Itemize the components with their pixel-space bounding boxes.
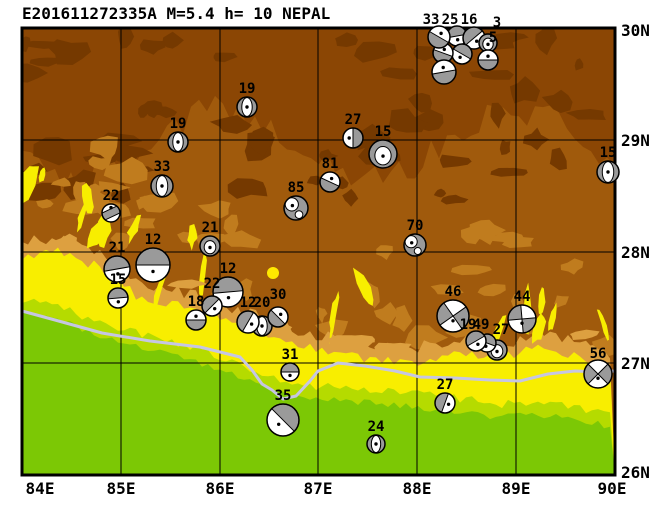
y-tick-label: 30N — [621, 21, 650, 40]
beachball-label: 30 — [270, 287, 287, 303]
beachball-label: 20 — [254, 295, 271, 311]
x-tick-label: 86E — [206, 479, 235, 498]
epicenter-dot — [267, 267, 279, 279]
focal-mechanism — [436, 299, 470, 333]
beachball-label: 70 — [407, 218, 424, 234]
beachball-label: 85 — [288, 180, 305, 196]
beachball-label: 5 — [489, 30, 497, 46]
beachball-label: 15 — [110, 272, 127, 288]
beachball-label: 25 — [442, 12, 459, 28]
map-frame — [20, 26, 617, 477]
beachball-label: 12 — [220, 261, 237, 277]
focal-mechanism — [280, 362, 300, 382]
terrain — [22, 28, 615, 475]
beachball-label: 19 — [170, 116, 187, 132]
beachball-label: 35 — [275, 388, 292, 404]
focal-mechanism — [266, 403, 300, 437]
focal-mechanism — [150, 174, 174, 198]
focal-mechanism — [477, 49, 499, 71]
focal-mechanism — [319, 171, 341, 193]
beachball-label: 3 — [493, 15, 501, 31]
beachball-label: 46 — [445, 284, 462, 300]
beachball-label: 19 — [460, 317, 477, 333]
beachball-label: 21 — [202, 220, 219, 236]
beachball-label: 24 — [368, 419, 385, 435]
focal-mechanism — [135, 247, 171, 283]
beachball-label: 21 — [109, 240, 126, 256]
y-tick-label: 28N — [621, 243, 650, 262]
focal-mechanism — [199, 235, 221, 257]
focal-mechanism — [101, 203, 121, 223]
x-tick-label: 85E — [107, 479, 136, 498]
focal-mechanism — [366, 434, 386, 454]
y-tick-label: 27N — [621, 354, 650, 373]
beachball-label: 12 — [145, 232, 162, 248]
beachball-label: 12 — [240, 295, 257, 311]
beachball-label: 16 — [461, 12, 478, 28]
focal-mechanism — [403, 233, 427, 257]
beachball-label: 44 — [514, 289, 531, 305]
focal-mechanisms — [101, 25, 620, 454]
focal-mechanism — [201, 295, 223, 317]
beachball-label: 18 — [188, 294, 205, 310]
focal-mechanism — [167, 131, 189, 153]
focal-mechanism — [583, 359, 613, 389]
y-tick-label: 29N — [621, 131, 650, 150]
focal-mechanism — [185, 309, 207, 331]
focal-mechanism — [368, 139, 398, 169]
beachball-label: 33 — [423, 12, 440, 28]
focal-mechanism — [434, 392, 456, 414]
beachball-label: 81 — [322, 156, 339, 172]
x-tick-label: 87E — [304, 479, 333, 498]
focal-mechanism — [107, 287, 129, 309]
focal-mechanism — [465, 330, 487, 352]
focal-mechanism — [507, 304, 537, 334]
beachball-label: 22 — [204, 276, 221, 292]
beachball-label: 15 — [600, 145, 617, 161]
beachball-label: 33 — [154, 159, 171, 175]
focal-mechanism — [427, 25, 451, 49]
x-tick-label: 90E — [598, 479, 627, 498]
grid — [22, 28, 615, 475]
focal-mechanism — [283, 195, 309, 221]
x-tick-label: 88E — [403, 479, 432, 498]
x-tick-label: 89E — [502, 479, 531, 498]
beachball-label: 56 — [590, 346, 607, 362]
focal-mechanism — [236, 310, 260, 334]
focal-mechanism — [431, 59, 457, 85]
beachball-label: 27 — [437, 377, 454, 393]
beachball-label: 19 — [239, 81, 256, 97]
focal-mechanism — [478, 33, 498, 53]
focal-mechanism — [596, 160, 620, 184]
country-border-line — [20, 309, 617, 401]
focal-mechanism — [103, 255, 131, 283]
focal-mechanism — [342, 127, 364, 149]
beachball-label: 27 — [345, 112, 362, 128]
focal-mechanism — [451, 43, 473, 65]
focal-mechanism — [267, 306, 289, 328]
plot-title: E201611272335A M=5.4 h= 10 NEPAL — [22, 4, 331, 23]
focal-mechanism — [236, 96, 258, 118]
beachball-label: 27 — [493, 322, 510, 338]
x-tick-label: 84E — [26, 479, 55, 498]
beachball-label: 22 — [103, 188, 120, 204]
beachball-label: 31 — [282, 347, 299, 363]
y-tick-label: 26N — [621, 463, 650, 482]
beachball-label: 49 — [473, 317, 490, 333]
beachball-label: 15 — [375, 124, 392, 140]
